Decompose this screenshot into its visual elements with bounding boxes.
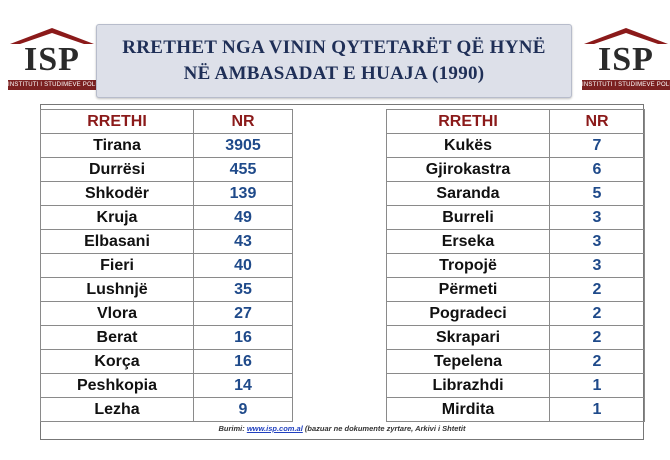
district-name: Skrapari bbox=[386, 325, 550, 350]
district-name: Peshkopia bbox=[40, 373, 194, 398]
district-count: 3 bbox=[549, 205, 645, 230]
source-link[interactable]: www.isp.com.al bbox=[246, 424, 303, 433]
table-row: Librazhdi 1 bbox=[386, 373, 645, 398]
district-name: Lezha bbox=[40, 397, 194, 422]
table-row: Skrapari 2 bbox=[386, 325, 645, 350]
district-count: 1 bbox=[549, 397, 645, 422]
table-row: Peshkopia 14 bbox=[40, 373, 293, 398]
table-row: Burreli 3 bbox=[386, 205, 645, 230]
table-row: Fieri 40 bbox=[40, 253, 293, 278]
district-count: 2 bbox=[549, 277, 645, 302]
table-header-row: RRETHI NR bbox=[40, 109, 293, 134]
district-name: Korça bbox=[40, 349, 194, 374]
district-count: 1 bbox=[549, 373, 645, 398]
district-count: 16 bbox=[193, 325, 293, 350]
table-row: Pogradeci 2 bbox=[386, 301, 645, 326]
district-count: 5 bbox=[549, 181, 645, 206]
table-row: Durrësi 455 bbox=[40, 157, 293, 182]
district-name: Saranda bbox=[386, 181, 550, 206]
table-row: Përmeti 2 bbox=[386, 277, 645, 302]
header-city: RRETHI bbox=[40, 109, 194, 134]
header-city: RRETHI bbox=[386, 109, 550, 134]
district-name: Përmeti bbox=[386, 277, 550, 302]
table-row: Kukës 7 bbox=[386, 133, 645, 158]
district-count: 43 bbox=[193, 229, 293, 254]
district-name: Pogradeci bbox=[386, 301, 550, 326]
table-row: Lushnjë 35 bbox=[40, 277, 293, 302]
district-name: Kruja bbox=[40, 205, 194, 230]
district-count: 16 bbox=[193, 349, 293, 374]
district-name: Berat bbox=[40, 325, 194, 350]
table-header-row: RRETHI NR bbox=[386, 109, 645, 134]
district-name: Vlora bbox=[40, 301, 194, 326]
isp-logo-right: ISP INSTITUTI I STUDIMEVE POLITIKE bbox=[578, 26, 670, 94]
district-count: 139 bbox=[193, 181, 293, 206]
district-count: 2 bbox=[549, 349, 645, 374]
district-count: 7 bbox=[549, 133, 645, 158]
district-name: Fieri bbox=[40, 253, 194, 278]
district-name: Mirdita bbox=[386, 397, 550, 422]
logo-subtitle: INSTITUTI I STUDIMEVE POLITIKE bbox=[582, 80, 670, 90]
table-row: Vlora 27 bbox=[40, 301, 293, 326]
district-count: 9 bbox=[193, 397, 293, 422]
district-count: 27 bbox=[193, 301, 293, 326]
table-row: Lezha 9 bbox=[40, 397, 293, 422]
district-count: 2 bbox=[549, 325, 645, 350]
district-name: Erseka bbox=[386, 229, 550, 254]
table-row: Berat 16 bbox=[40, 325, 293, 350]
table-row: Gjirokastra 6 bbox=[386, 157, 645, 182]
header-number: NR bbox=[549, 109, 645, 134]
district-count: 2 bbox=[549, 301, 645, 326]
source-note: Burimi: www.isp.com.al (bazuar ne dokume… bbox=[40, 420, 644, 438]
table-row: Shkodër 139 bbox=[40, 181, 293, 206]
logo-text: ISP bbox=[598, 41, 654, 78]
title-line-1: RRETHET NGA VININ QYTETARËT QË HYNË bbox=[122, 37, 546, 58]
district-name: Elbasani bbox=[40, 229, 194, 254]
table-row: Korça 16 bbox=[40, 349, 293, 374]
district-count: 3905 bbox=[193, 133, 293, 158]
district-name: Gjirokastra bbox=[386, 157, 550, 182]
district-count: 35 bbox=[193, 277, 293, 302]
table-row: Tropojë 3 bbox=[386, 253, 645, 278]
district-name: Tirana bbox=[40, 133, 194, 158]
district-name: Kukës bbox=[386, 133, 550, 158]
district-name: Tepelena bbox=[386, 349, 550, 374]
logo-text: ISP bbox=[24, 41, 80, 78]
districts-table-left: RRETHI NR Tirana 3905 Durrësi 455 Shkodër 139… bbox=[40, 109, 293, 422]
table-row: Kruja 49 bbox=[40, 205, 293, 230]
table-row: Tirana 3905 bbox=[40, 133, 293, 158]
header-number: NR bbox=[193, 109, 293, 134]
district-name: Lushnjë bbox=[40, 277, 194, 302]
districts-table-right: RRETHI NR Kukës 7 Gjirokastra 6 Saranda 5 Burr… bbox=[386, 109, 645, 422]
district-name: Librazhdi bbox=[386, 373, 550, 398]
district-name: Shkodër bbox=[40, 181, 194, 206]
table-row: Saranda 5 bbox=[386, 181, 645, 206]
logo-subtitle: INSTITUTI I STUDIMEVE POLITIKE bbox=[8, 80, 96, 90]
source-text: (bazuar ne dokumente zyrtare, Arkivi i S… bbox=[304, 424, 466, 433]
table-row: Elbasani 43 bbox=[40, 229, 293, 254]
table-row: Erseka 3 bbox=[386, 229, 645, 254]
title-line-2: NË AMBASADAT E HUAJA (1990) bbox=[183, 63, 485, 84]
district-count: 455 bbox=[193, 157, 293, 182]
district-name: Durrësi bbox=[40, 157, 194, 182]
roof-icon bbox=[584, 28, 668, 44]
district-count: 49 bbox=[193, 205, 293, 230]
district-count: 14 bbox=[193, 373, 293, 398]
district-name: Tropojë bbox=[386, 253, 550, 278]
table-row: Mirdita 1 bbox=[386, 397, 645, 422]
roof-icon bbox=[10, 28, 94, 44]
district-count: 3 bbox=[549, 253, 645, 278]
district-count: 6 bbox=[549, 157, 645, 182]
title-banner: RRETHET NGA VININ QYTETARËT QË HYNË NË A… bbox=[96, 24, 572, 98]
source-label: Burimi: bbox=[218, 424, 245, 433]
district-name: Burreli bbox=[386, 205, 550, 230]
district-count: 40 bbox=[193, 253, 293, 278]
table-row: Tepelena 2 bbox=[386, 349, 645, 374]
isp-logo-left: ISP INSTITUTI I STUDIMEVE POLITIKE bbox=[4, 26, 100, 94]
district-count: 3 bbox=[549, 229, 645, 254]
